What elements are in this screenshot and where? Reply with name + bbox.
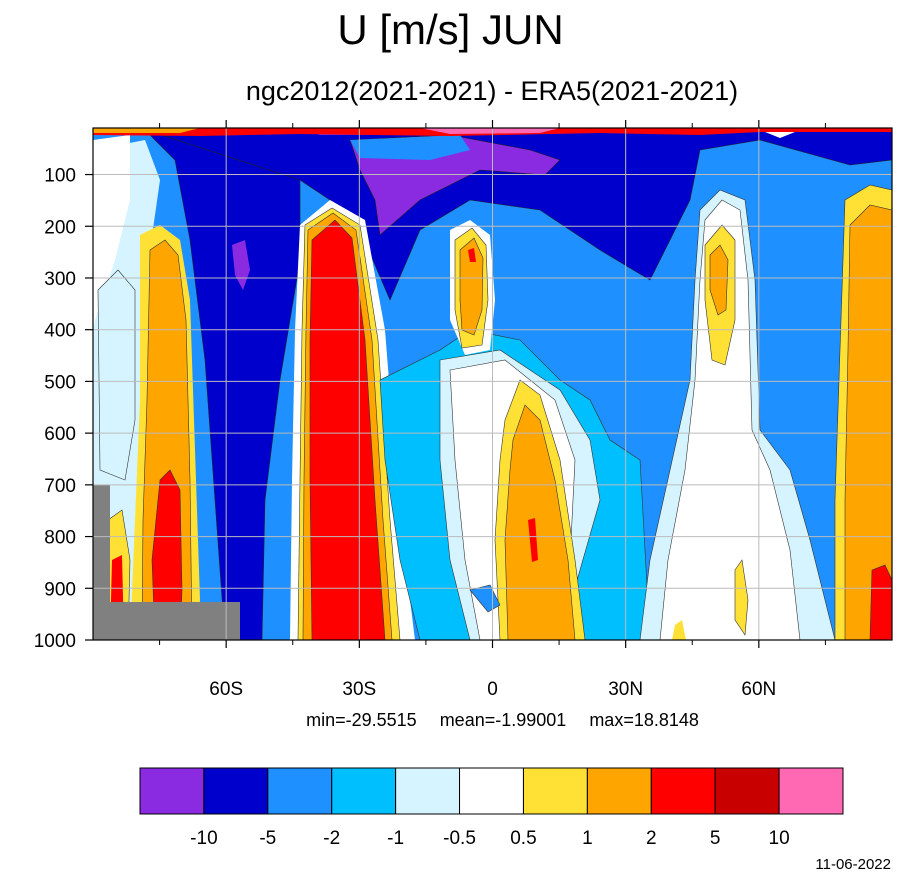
colorbar-label: 0.5 bbox=[510, 828, 536, 849]
y-tick-label: 600 bbox=[44, 424, 76, 445]
colorbar-label: -2 bbox=[323, 828, 340, 849]
colorbar-swatch bbox=[203, 767, 269, 815]
contour-nh80-red bbox=[869, 564, 892, 640]
y-tick-label: 700 bbox=[44, 476, 76, 497]
plot-date: 11-06-2022 bbox=[815, 856, 891, 873]
contour-top-pink bbox=[420, 128, 560, 134]
y-tick-label: 300 bbox=[44, 269, 76, 290]
contour-nh50-orange bbox=[709, 244, 729, 316]
colorbar-swatch bbox=[331, 767, 397, 815]
contour-sh-white bbox=[93, 135, 130, 330]
colorbar-label: 2 bbox=[646, 828, 657, 849]
stats-line: min=-29.5515 mean=-1.99001 max=18.8148 bbox=[0, 710, 901, 731]
colorbar-label: -5 bbox=[259, 828, 276, 849]
colorbar-label: 1 bbox=[582, 828, 593, 849]
colorbar-label: 10 bbox=[769, 828, 790, 849]
colorbar-swatch bbox=[714, 767, 780, 815]
colorbar: -10 -5 -2 -1 -0.5 0.5 1 2 5 10 bbox=[139, 767, 844, 849]
grid-lines bbox=[93, 128, 892, 640]
contour-surface-white bbox=[702, 615, 724, 640]
contour-top-orange bbox=[93, 128, 200, 133]
colorbar-label: -10 bbox=[190, 828, 217, 849]
colorbar-swatch bbox=[267, 767, 333, 815]
colorbar-label: 5 bbox=[710, 828, 721, 849]
contour-sh30-red bbox=[309, 219, 386, 640]
contour-upper-blue bbox=[350, 135, 470, 160]
x-tick-label: 30N bbox=[608, 679, 643, 700]
stats-min: min=-29.5515 bbox=[306, 710, 417, 730]
y-tick-label: 500 bbox=[44, 372, 76, 393]
colorbar-swatch bbox=[778, 767, 844, 815]
colorbar-swatch bbox=[395, 767, 461, 815]
stats-mean: mean=-1.99001 bbox=[439, 710, 567, 730]
contour-eq-orange bbox=[459, 237, 484, 336]
contour-sh-lightblue-2 bbox=[97, 269, 136, 481]
x-tick-label: 30S bbox=[342, 679, 376, 700]
missing-topography bbox=[93, 485, 240, 640]
contour-nh50-white bbox=[659, 199, 801, 640]
y-tick-label: 400 bbox=[44, 321, 76, 342]
contour-surface-yellow bbox=[672, 620, 686, 640]
axes: 60S 30S 0 30N 60N 100 200 300 400 500 600 700 800 900… bbox=[34, 120, 826, 700]
x-tick-label: 0 bbox=[487, 679, 498, 700]
contour-nh55-yellow bbox=[734, 559, 749, 636]
colorbar-swatch bbox=[586, 767, 652, 815]
contour-nh10-orange bbox=[504, 404, 576, 640]
y-tick-label: 100 bbox=[44, 166, 76, 187]
contour-upper-purple bbox=[349, 134, 561, 236]
colorbar-swatch bbox=[459, 767, 524, 815]
x-tick-label: 60N bbox=[741, 679, 776, 700]
colorbar-swatch bbox=[139, 767, 205, 815]
y-tick-label: 800 bbox=[44, 528, 76, 549]
colorbar-swatch bbox=[650, 767, 716, 815]
colorbar-label: -0.5 bbox=[443, 828, 476, 849]
y-tick-label: 900 bbox=[44, 579, 76, 600]
contour-eq-red bbox=[468, 248, 476, 262]
chart-subtitle: ngc2012(2021-2021) - ERA5(2021-2021) bbox=[245, 76, 739, 106]
y-tick-label: 1000 bbox=[34, 631, 76, 652]
chart-title: U [m/s] JUN bbox=[337, 6, 564, 53]
y-tick-label: 200 bbox=[44, 217, 76, 238]
contour-nh10-red bbox=[528, 518, 538, 562]
x-tick-label: 60S bbox=[209, 679, 243, 700]
colorbar-swatch bbox=[522, 767, 588, 815]
contour-nh80-orange bbox=[844, 204, 892, 640]
colorbar-label: -1 bbox=[387, 828, 404, 849]
stats-max: max=18.8148 bbox=[589, 710, 699, 730]
